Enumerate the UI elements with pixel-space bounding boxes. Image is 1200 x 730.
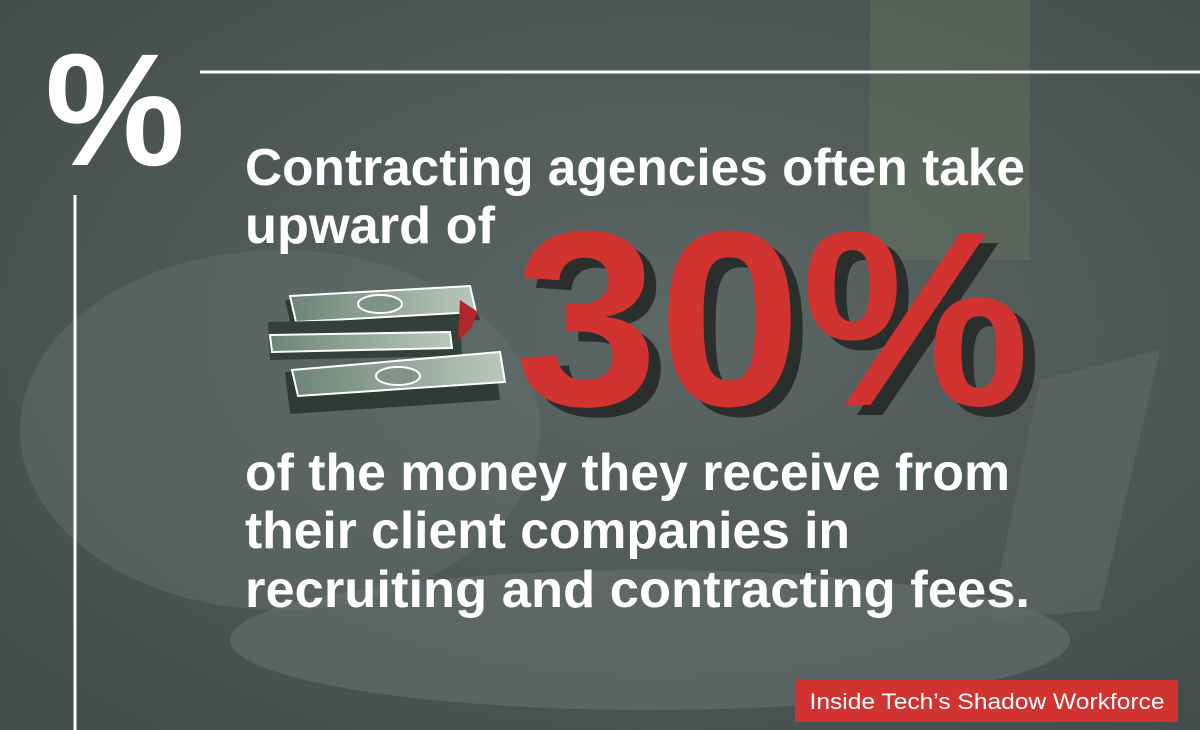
body-line: their client companies in: [245, 502, 850, 560]
badge-text: Inside Tech’s Shadow Workforce: [810, 689, 1165, 714]
badge-background: [795, 680, 1178, 722]
percent-icon: %: [45, 20, 185, 199]
body-line: of the money they receive from: [245, 444, 1010, 502]
headline-line: Contracting agencies often take: [245, 139, 1025, 197]
body-line: recruiting and contracting fees.: [245, 561, 1030, 619]
headline-line: upward of: [245, 197, 496, 255]
highlight-number: 30%: [515, 179, 1030, 458]
desk-shape: [230, 570, 1070, 710]
window-light: [870, 0, 1030, 260]
laptop-shape: [990, 350, 1160, 620]
money-icon: [268, 284, 507, 414]
highlight-shadow: 30%: [527, 189, 1042, 468]
